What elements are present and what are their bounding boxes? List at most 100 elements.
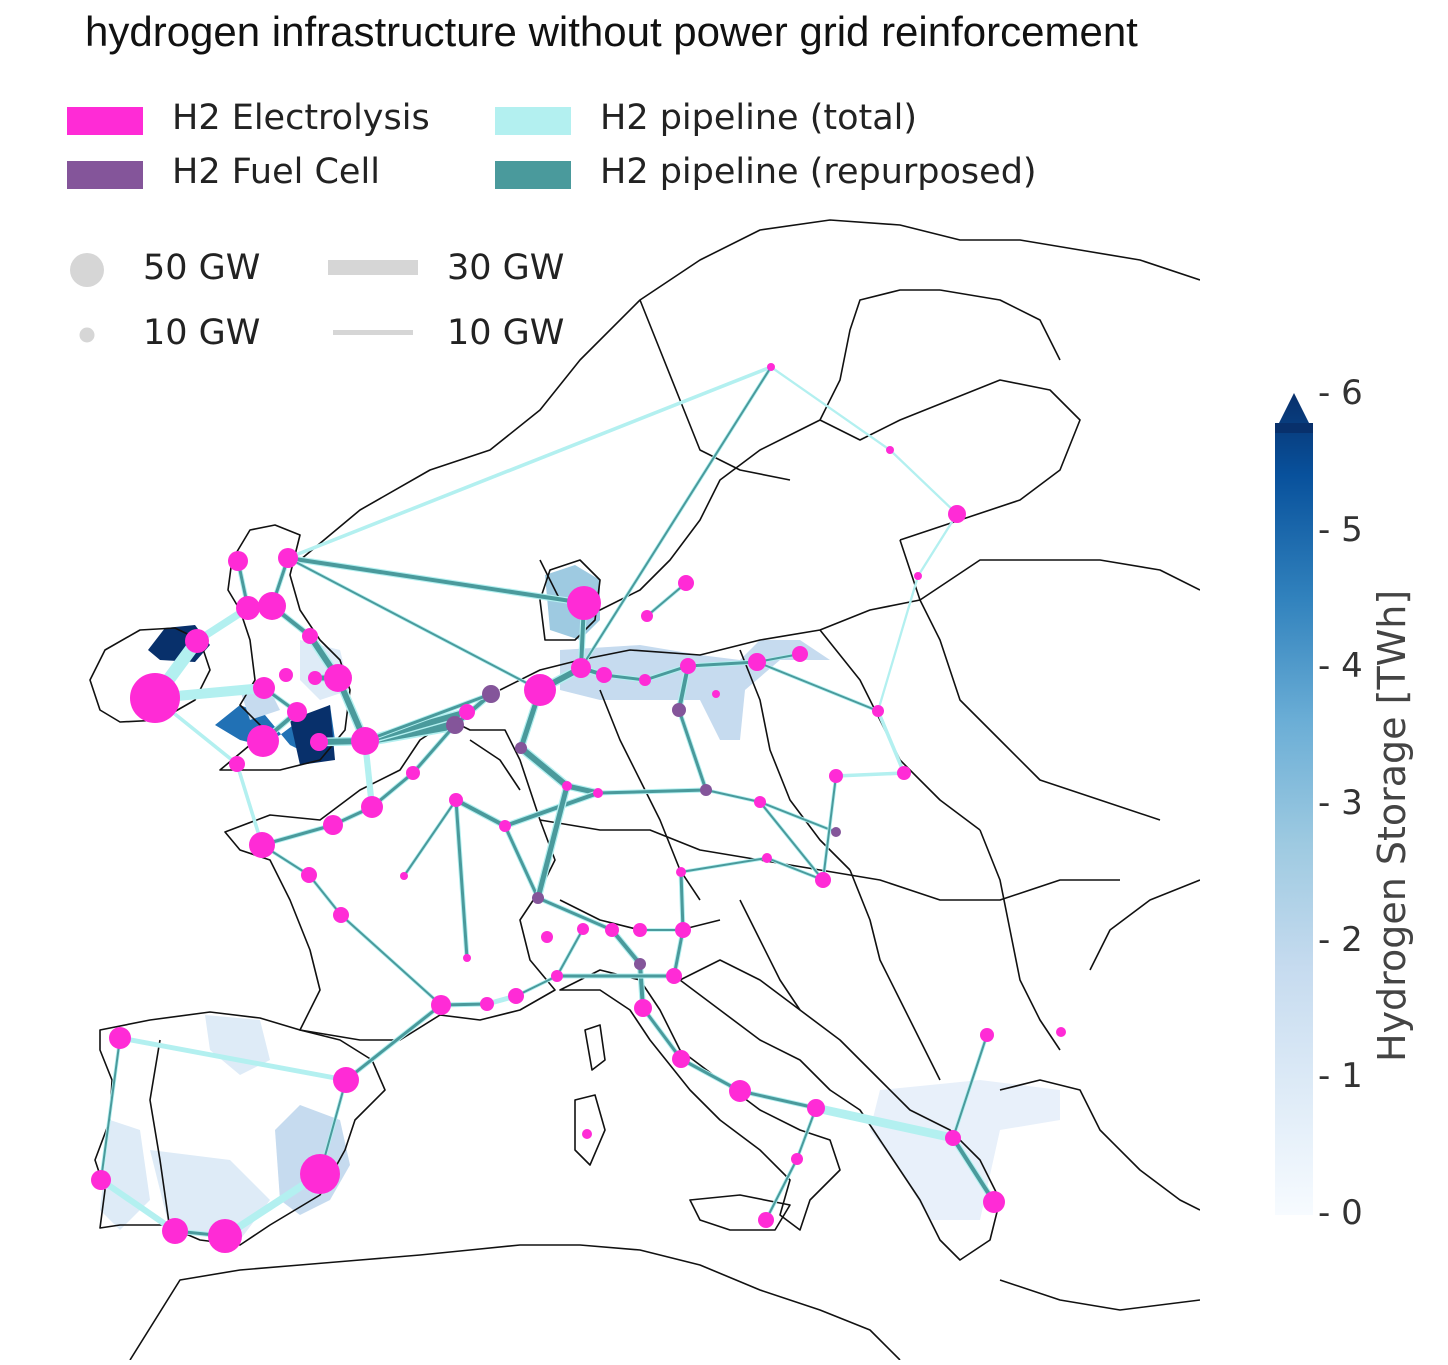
legend-label-pipeline-total: H2 pipeline (total) [600, 98, 918, 138]
pipeline-repurposed-segment [822, 775, 837, 881]
pipeline-total-segment [117, 1035, 349, 1083]
bus-size-10gw-marker [79, 327, 95, 343]
storage-region [240, 690, 280, 720]
pipeline-total-segment [916, 512, 959, 578]
pipeline-repurposed-segment [766, 857, 824, 881]
electrolysis-bus [185, 629, 209, 653]
pipeline-total-segment [888, 448, 959, 516]
storage-region [150, 1150, 270, 1240]
electrolysis-bus [641, 610, 653, 622]
electrolysis-bus [886, 446, 894, 454]
legend-swatch-fuel-cell [67, 161, 143, 189]
electrolysis-bus [633, 923, 647, 937]
colorbar-gradient [1275, 393, 1313, 1215]
pipeline-repurposed-segment [680, 857, 768, 873]
electrolysis-bus [431, 995, 451, 1015]
electrolysis-bus [249, 832, 275, 858]
pipeline-repurposed-segment [796, 1107, 817, 1160]
colorbar-tick-6: - 6 [1318, 373, 1363, 413]
pipeline-repurposed-segment [646, 582, 687, 617]
line-size-label-30: 30 GW [447, 248, 565, 288]
electrolysis-bus [323, 815, 343, 835]
electrolysis-bus [596, 667, 612, 683]
pipeline-repurposed-segment [287, 557, 541, 691]
electrolysis-bus [463, 954, 471, 962]
electrolysis-bus [815, 872, 831, 888]
electrolysis-bus [872, 705, 884, 717]
electrolysis-bus [333, 907, 349, 923]
electrolysis-bus [829, 769, 843, 783]
pipeline-repurposed-segment [344, 1003, 443, 1082]
electrolysis-bus [571, 658, 591, 678]
pipeline-repurposed-segment [951, 1136, 996, 1204]
fuel-cell-bus [446, 716, 464, 734]
pipeline-repurposed-segment [756, 661, 879, 712]
electrolysis-bus [333, 1067, 359, 1093]
pipeline-repurposed-segment [679, 870, 685, 932]
line-size-30gw-marker [328, 260, 418, 275]
electrolysis-bus [791, 1153, 803, 1165]
electrolysis-bus [666, 968, 682, 984]
legend-label-fuel-cell: H2 Fuel Cell [172, 152, 380, 192]
electrolysis-bus [351, 727, 379, 755]
coastlines [89, 219, 1200, 1360]
pipeline-repurposed-segment [403, 799, 457, 877]
electrolysis-bus [541, 931, 553, 943]
electrolysis-bus [324, 664, 352, 692]
electrolysis-bus [551, 970, 563, 982]
pipeline-repurposed-segment [580, 366, 772, 669]
electrolysis-bus [712, 690, 720, 698]
electrolysis-bus [758, 1212, 774, 1228]
electrolysis-bus [258, 592, 286, 620]
electrolysis-bus [762, 853, 772, 863]
pipeline-total-segment [286, 365, 773, 560]
electrolysis-bus [754, 796, 766, 808]
fuel-cell-bus [532, 892, 544, 904]
pipeline-repurposed-segment [100, 1037, 121, 1181]
legend-label-pipeline-repurposed: H2 pipeline (repurposed) [600, 152, 1037, 192]
legend-swatch-pipeline-repurposed [495, 161, 571, 189]
electrolysis-bus [91, 1170, 111, 1190]
electrolysis-bus [672, 1050, 690, 1068]
electrolysis-bus [480, 997, 494, 1011]
electrolysis-bus [748, 653, 766, 671]
pipeline-repurposed-segment [536, 896, 614, 932]
electrolysis-bus [729, 1080, 751, 1102]
pipeline-repurposed-segment [686, 660, 759, 668]
bus-size-50gw-marker [70, 253, 104, 287]
electrolysis-bus [300, 1154, 340, 1194]
colorbar-tick-5: - 5 [1318, 509, 1363, 550]
storage-region [205, 1015, 270, 1075]
electrolysis-bus [567, 586, 601, 620]
electrolysis-bus [634, 999, 652, 1017]
fuel-cell-bus [672, 703, 686, 717]
pipeline-repurposed-segment [503, 824, 540, 900]
electrolysis-bus [279, 668, 293, 682]
colorbar-label: Hydrogen Storage [TWh] [1370, 589, 1414, 1062]
pipeline-repurposed-segment [679, 1057, 742, 1093]
line-size-10gw-marker [333, 330, 413, 335]
electrolysis-bus [361, 796, 383, 818]
pipeline-repurposed-segment [610, 928, 642, 966]
pipeline-total-segment [97, 1176, 179, 1235]
colorbar-tick-4: - 4 [1318, 646, 1363, 687]
electrolysis-bus [253, 677, 275, 699]
electrolysis-bus [278, 548, 298, 568]
electrolysis-bus [678, 575, 694, 591]
chart-title: hydrogen infrastructure without power gr… [85, 8, 1138, 55]
fuel-cell-bus [515, 742, 527, 754]
electrolysis-bus [562, 781, 572, 791]
pipeline-network [97, 365, 998, 1240]
electrolysis-bus [914, 572, 922, 580]
electrolysis-bus [897, 766, 911, 780]
fuel-cell-bus [482, 685, 500, 703]
electrolysis-bus [449, 793, 463, 807]
pipeline-repurposed-segment [705, 789, 761, 803]
electrolysis-bus [767, 363, 775, 371]
pipeline-repurposed-segment [759, 801, 837, 833]
pipeline-repurposed-segment [759, 801, 824, 881]
line-size-label-10: 10 GW [447, 313, 565, 353]
electrolysis-bus [676, 867, 686, 877]
electrolysis-bus [459, 704, 475, 720]
pipeline-repurposed-segment [308, 874, 342, 916]
